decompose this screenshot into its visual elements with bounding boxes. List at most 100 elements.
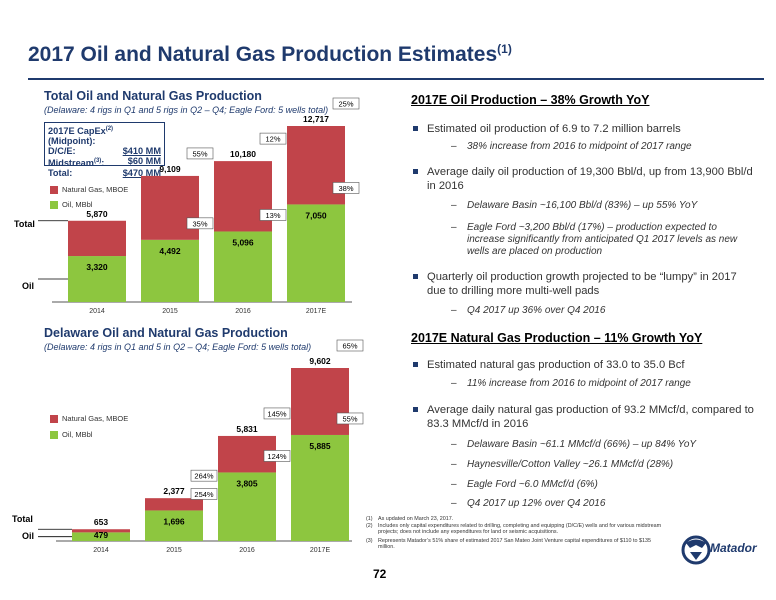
legend-gas-swatch (50, 414, 58, 423)
delaware-chart-title: Delaware Oil and Natural Gas Production (44, 326, 288, 340)
sub-bullet: – Delaware Basin ~16,100 Bbl/d (83%) – up… (451, 200, 698, 211)
x-tick-label: 2017E (306, 308, 327, 315)
dash-marker: – (451, 479, 457, 490)
oil-data-label: 479 (94, 530, 108, 540)
total-growth-label: 12% (265, 135, 280, 144)
oil-growth-label: 38% (338, 184, 353, 193)
oil-growth-label: 254% (194, 490, 214, 499)
oil-data-label: 5,885 (309, 441, 331, 451)
bullet-marker (413, 169, 418, 174)
total-growth-label: 145% (267, 409, 287, 418)
bullet-item: Quarterly oil production growth projecte… (413, 270, 757, 298)
total-data-label: 2,377 (163, 486, 185, 496)
oil-growth-label: 55% (342, 414, 357, 423)
total-side-label: Total (12, 514, 33, 524)
x-tick-label: 2014 (93, 547, 109, 554)
oil-growth-box (259, 209, 287, 221)
matador-logo: Matador (680, 530, 757, 572)
sub-bullet: – Q4 2017 up 12% over Q4 2016 (451, 498, 606, 509)
oil-bar (145, 510, 203, 541)
gas-bar (141, 175, 199, 240)
sub-bullet: – Eagle Ford ~6.0 MMcf/d (6%) (451, 479, 598, 490)
oil-bar (72, 532, 130, 541)
total-growth-label: 264% (194, 472, 214, 481)
dash-marker: – (451, 498, 457, 509)
oil-growth-box (263, 450, 291, 462)
sub-bullet: – Q4 2017 up 36% over Q4 2016 (451, 305, 606, 316)
total-data-label: 653 (94, 517, 108, 527)
oil-data-label: 3,320 (86, 262, 108, 272)
gas-bar (214, 161, 272, 232)
bull-icon (681, 535, 711, 565)
oil-data-label: 7,050 (305, 210, 327, 220)
oil-growth-label: 13% (265, 211, 280, 220)
bullet-marker (413, 274, 418, 279)
oil-growth-box (332, 182, 360, 194)
total-growth-box (190, 469, 218, 482)
gas-bar (68, 220, 126, 257)
gas-section-heading: 2017E Natural Gas Production – 11% Growt… (411, 331, 703, 345)
total-data-label: 5,870 (86, 209, 108, 219)
x-tick-label: 2017E (310, 547, 331, 554)
page-number: 72 (373, 567, 387, 581)
x-tick-label: 2016 (239, 547, 255, 554)
oil-bar (291, 434, 349, 541)
dash-marker: – (451, 200, 457, 211)
total-growth-label: 55% (192, 149, 207, 158)
total-growth-label: 65% (342, 342, 357, 351)
oil-side-label: Oil (22, 531, 35, 541)
oil-bar (287, 204, 345, 302)
sub-bullet: –38% increase from 2016 to midpoint of 2… (451, 141, 692, 152)
legend-gas: Natural Gas, MBOE (50, 414, 128, 423)
x-tick-label: 2016 (235, 308, 251, 315)
bullet-item: Estimated natural gas production of 33.0… (413, 358, 757, 372)
oil-bar (218, 472, 276, 541)
dash-marker: – (451, 439, 457, 450)
footnote: (1) As updated on March 23, 2017. (366, 516, 454, 522)
oil-growth-box (190, 488, 218, 500)
oil-data-label: 3,805 (236, 478, 258, 488)
oil-bar (68, 256, 126, 302)
capex-row: 2017E CapEx(2) (Midpoint): (48, 126, 114, 147)
total-side-label: Total (14, 219, 35, 229)
total-data-label: 12,717 (303, 114, 329, 124)
gas-bar (291, 368, 349, 435)
dash-marker: – (451, 305, 457, 316)
oil-section-heading: 2017E Oil Production – 38% Growth YoY (411, 93, 650, 107)
oil-growth-label: 35% (192, 219, 207, 228)
total-growth-box (336, 339, 364, 352)
total-data-label: 9,109 (159, 164, 181, 174)
sub-bullet: –11% increase from 2016 to midpoint of 2… (451, 378, 691, 389)
bullet-item: Estimated oil production of 6.9 to 7.2 m… (413, 122, 757, 136)
footnote: (3) Represents Matador’s 51% share of est… (366, 538, 652, 551)
dash-marker: – (451, 141, 457, 152)
sub-bullet: – Eagle Ford ~3,200 Bbl/d (17%) – product… (451, 222, 738, 257)
capex-row: D/C/E: $410 MM (48, 146, 161, 157)
total-data-label: 9,602 (309, 356, 331, 366)
total-chart-subtitle: (Delaware: 4 rigs in Q1 and 5 rigs in Q2… (44, 105, 329, 115)
dash-marker: – (451, 378, 457, 389)
dash-marker: – (451, 459, 457, 470)
sub-bullet: – Haynesville/Cotton Valley ~26.1 MMcf/d … (451, 459, 674, 470)
logo-text: Matador (710, 541, 757, 555)
x-tick-label: 2014 (89, 308, 105, 315)
oil-side-label: Oil (22, 281, 35, 291)
bullet-marker (413, 362, 418, 367)
oil-growth-label: 124% (267, 452, 287, 461)
total-growth-box (259, 132, 287, 145)
footnote: (2) Includes only capital expenditures re… (366, 523, 662, 536)
bullet-marker (413, 126, 418, 131)
gas-bar (145, 498, 203, 511)
oil-bar (141, 239, 199, 302)
total-data-label: 10,180 (230, 149, 256, 159)
capex-row: Midstream(3): $60 MM (48, 156, 161, 169)
capex-box: 2017E CapEx(2) (Midpoint): D/C/E: $410 MM… (44, 122, 165, 178)
total-growth-box (263, 407, 291, 420)
bullet-item: Average daily oil production of 19,300 B… (413, 165, 757, 193)
x-tick-label: 2015 (166, 547, 182, 554)
oil-data-label: 4,492 (159, 246, 181, 256)
legend-oil-swatch (50, 200, 58, 209)
total-data-label: 5,831 (236, 424, 258, 434)
legend-oil: Oil, MBbl (50, 430, 92, 439)
page-title: 2017 Oil and Natural Gas Production Esti… (28, 42, 512, 66)
